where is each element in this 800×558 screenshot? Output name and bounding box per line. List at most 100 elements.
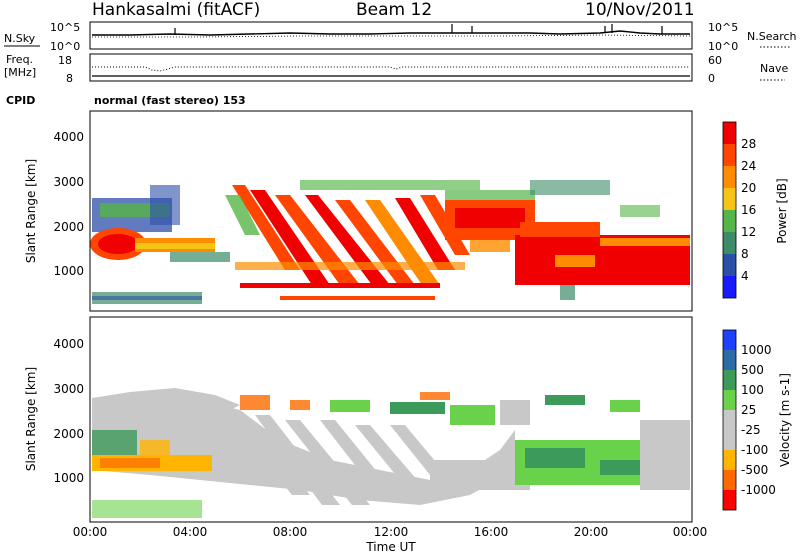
noise-left-label: N.Sky xyxy=(4,32,36,45)
power-ytick-3000: 3000 xyxy=(53,175,84,189)
velocity-colorbar-swatch xyxy=(723,470,736,490)
noise-spikes xyxy=(174,24,663,35)
nave-label: Nave xyxy=(760,62,788,75)
noise-right-tick-top: 10^5 xyxy=(708,21,738,34)
power-cell xyxy=(135,243,215,249)
velocity-cell xyxy=(140,440,170,455)
freq-right-tick-top: 60 xyxy=(708,54,722,67)
xtick-0400: 04:00 xyxy=(173,525,208,539)
xtick-1200: 12:00 xyxy=(374,525,409,539)
velocity-cell xyxy=(640,480,690,490)
noise-search-trace xyxy=(92,34,691,38)
power-cbtick-20: 20 xyxy=(741,181,756,195)
cpid-value: normal (fast stereo) 153 xyxy=(94,94,246,107)
freq-label-line2: [MHz] xyxy=(4,66,36,79)
power-ytick-4000: 4000 xyxy=(53,130,84,144)
power-cell xyxy=(232,185,300,270)
power-colorbar-swatch xyxy=(723,122,736,144)
velocity-cell xyxy=(92,500,202,518)
velocity-ytick-2000: 2000 xyxy=(53,427,84,441)
power-cell xyxy=(445,190,535,200)
velocity-colorbar-label: Velocity [m s-1] xyxy=(778,373,792,467)
power-cell xyxy=(520,222,600,237)
cpid-label: CPID xyxy=(6,94,35,107)
power-cell xyxy=(600,238,690,246)
station-title: Hankasalmi (fitACF) xyxy=(92,0,260,20)
freq-right-tick-bottom: 0 xyxy=(708,72,715,85)
power-y-ticks: 1000 2000 3000 4000 xyxy=(53,130,84,278)
power-cell xyxy=(225,195,260,235)
velocity-y-ticks: 1000 2000 3000 4000 xyxy=(53,337,84,485)
power-panel-frame xyxy=(89,110,693,312)
power-cell xyxy=(530,180,610,195)
power-colorbar-label: Power [dB] xyxy=(775,178,789,243)
noise-left-tick-top: 10^5 xyxy=(50,21,80,34)
power-cell xyxy=(560,285,575,300)
velocity-cell xyxy=(420,392,450,400)
power-colorbar-swatch xyxy=(723,210,736,232)
velocity-colorbar-swatch xyxy=(723,350,736,370)
velocity-cell xyxy=(92,430,137,455)
xtick-2000: 20:00 xyxy=(574,525,609,539)
velocity-heatmap xyxy=(92,388,690,518)
velocity-ylabel: Slant Range [km] xyxy=(24,367,38,471)
velocity-cell xyxy=(525,448,585,468)
velocity-colorbar-swatch xyxy=(723,390,736,410)
velocity-colorbar-swatch xyxy=(723,430,736,450)
velocity-cbtick-25: 25 xyxy=(741,403,756,417)
power-cell xyxy=(455,208,525,228)
power-colorbar-swatch xyxy=(723,232,736,254)
freq-left-tick-top: 18 xyxy=(58,54,72,67)
power-colorbar-swatch xyxy=(723,188,736,210)
x-axis: 00:00 04:00 08:00 12:00 16:00 20:00 00:0… xyxy=(73,525,708,554)
velocity-panel: Slant Range [km] 1000 2000 3000 4000 100… xyxy=(24,316,792,523)
power-panel: Slant Range [km] 1000 2000 3000 4000 28 … xyxy=(24,110,789,312)
power-cell xyxy=(150,185,180,225)
velocity-colorbar-swatch xyxy=(723,330,736,350)
velocity-cell xyxy=(450,405,495,425)
power-cell xyxy=(170,252,230,262)
power-cell xyxy=(395,198,455,270)
velocity-ytick-1000: 1000 xyxy=(53,471,84,485)
power-cell xyxy=(470,240,510,252)
velocity-cell xyxy=(100,458,160,468)
power-cell xyxy=(620,205,660,217)
velocity-ytick-4000: 4000 xyxy=(53,337,84,351)
velocity-cbtick-minus1000: -1000 xyxy=(741,483,776,497)
power-cbtick-8: 8 xyxy=(741,247,749,261)
noise-panel xyxy=(89,21,693,50)
power-cbtick-24: 24 xyxy=(741,159,756,173)
xtick-1600: 16:00 xyxy=(474,525,509,539)
noise-sky-trace xyxy=(92,30,690,36)
velocity-cell xyxy=(430,460,530,490)
xtick-0800: 08:00 xyxy=(273,525,308,539)
velocity-cbtick-minus500: -500 xyxy=(741,463,768,477)
power-colorbar-frame xyxy=(722,121,737,299)
power-cbtick-16: 16 xyxy=(741,203,756,217)
beam-title: Beam 12 xyxy=(356,0,432,20)
velocity-colorbar-frame xyxy=(722,329,737,511)
velocity-colorbar: 1000 500 100 25 -25 -100 -500 -1000 Velo… xyxy=(722,329,792,511)
velocity-cell xyxy=(240,395,270,410)
velocity-cell xyxy=(610,400,640,412)
power-cell xyxy=(300,180,480,190)
power-cell xyxy=(92,296,202,300)
freq-left-tick-bottom: 8 xyxy=(66,72,73,85)
velocity-cell xyxy=(330,400,370,412)
velocity-cell xyxy=(285,420,370,505)
velocity-cell xyxy=(290,400,310,410)
power-cell xyxy=(240,283,440,288)
date-title: 10/Nov/2011 xyxy=(585,0,695,20)
power-colorbar-swatch xyxy=(723,166,736,188)
velocity-cell xyxy=(500,400,530,425)
velocity-cell xyxy=(545,395,585,405)
power-cell xyxy=(235,262,465,270)
velocity-cell xyxy=(320,420,400,500)
power-heatmap xyxy=(90,180,690,304)
velocity-colorbar-swatch xyxy=(723,410,736,430)
power-colorbar-swatch xyxy=(723,254,736,276)
freq-panel xyxy=(89,53,693,82)
power-cell xyxy=(280,296,435,300)
velocity-colorbar-swatch xyxy=(723,450,736,470)
